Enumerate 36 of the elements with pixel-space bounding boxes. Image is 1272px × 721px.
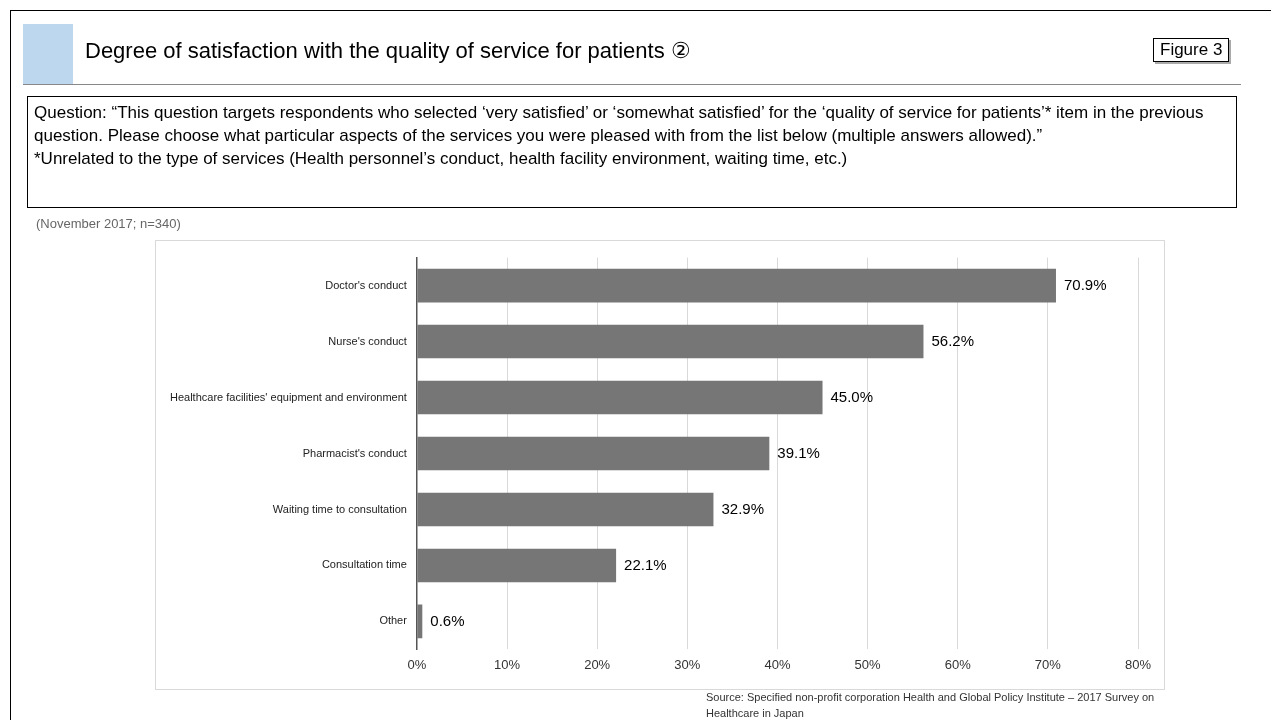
text: *Unrelated to the type of services (Health personnel’s conduct, health facility environment, waiting time, etc.)	[34, 148, 849, 170]
bar	[417, 492, 714, 527]
x-tick-label: 20%	[584, 656, 611, 672]
x-tick-label: 40%	[764, 656, 791, 672]
y-tick-label: Doctor's conduct	[325, 278, 407, 291]
x-tick-label: 50%	[854, 656, 882, 672]
text: Question: “This question targets respondents who selected ‘very satisfied’ or ‘somewhat satisfied’ for the ‘quality of service for patients’* item in the previous question. Please choose what particular aspects of the services you were pleased with from the list below (multiple answers allowed).”	[34, 102, 1205, 147]
bar	[417, 548, 617, 583]
x-tick-label: 10%	[494, 656, 521, 672]
bar	[417, 380, 823, 415]
x-tick-label: 30%	[674, 656, 701, 672]
text: (November 2017; n=340)	[36, 216, 181, 231]
chart-title: Degree of satisfaction with the quality of service for patients ②	[85, 38, 691, 64]
x-tick-label: 70%	[1034, 656, 1062, 672]
bar	[417, 436, 770, 471]
y-tick-label: Healthcare facilities' equipment and environment	[169, 390, 407, 403]
data-label: 70.9%	[1063, 275, 1107, 293]
y-tick-label: Nurse's conduct	[328, 334, 407, 347]
data-label: 0.6%	[430, 611, 465, 629]
bar	[417, 268, 1056, 303]
y-tick-label: Consultation time	[321, 558, 407, 571]
y-tick-label: Waiting time to consultation	[272, 502, 407, 515]
data-label: 39.1%	[777, 443, 820, 461]
y-tick-label: Other	[379, 614, 408, 627]
y-tick-label: Pharmacist's conduct	[302, 446, 407, 459]
bar	[417, 324, 924, 359]
data-label: 22.1%	[624, 555, 667, 573]
bar	[417, 604, 423, 639]
data-label: 56.2%	[931, 331, 975, 349]
data-label: 32.9%	[721, 499, 764, 517]
x-tick-label: 80%	[1124, 656, 1152, 672]
data-label: 45.0%	[830, 387, 874, 405]
x-tick-label: 0%	[407, 656, 427, 672]
caption: Figure 3	[1153, 38, 1230, 62]
x-tick-label: 60%	[944, 656, 972, 672]
source-note: Source: Specified non-profit corporation Health and Global Policy Institute – 2017 Survey on Healthcare in Japan	[706, 690, 1156, 721]
